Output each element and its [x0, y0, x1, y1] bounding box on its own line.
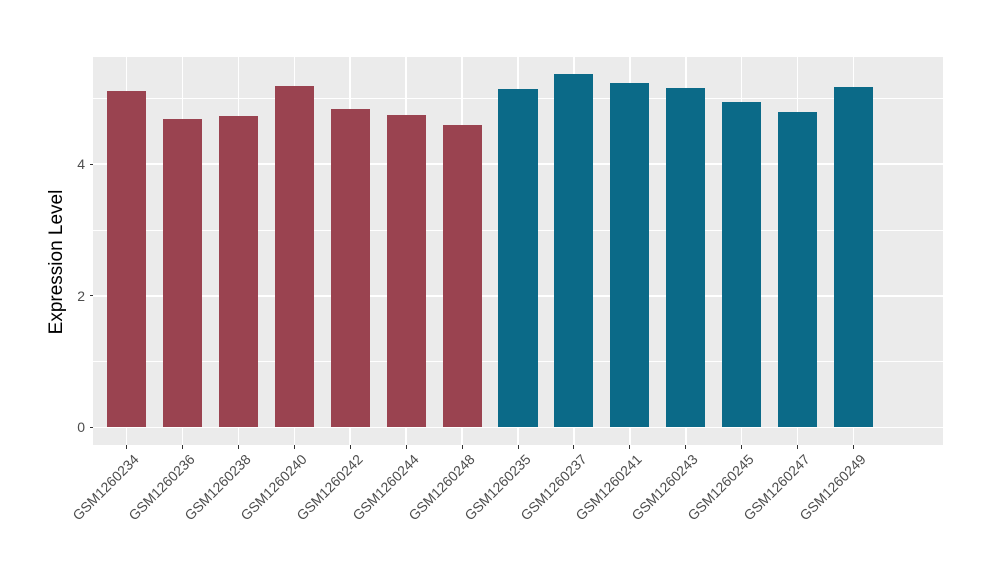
y-tick-label-0: 0	[77, 419, 85, 436]
plot-panel	[93, 57, 943, 445]
x-tick-mark-gsm1260238	[237, 445, 239, 449]
x-tick-mark-gsm1260241	[629, 445, 631, 449]
bar-gsm1260242	[330, 108, 370, 428]
bar-gsm1260241	[610, 82, 650, 428]
bar-gsm1260238	[218, 116, 258, 428]
bar-gsm1260248	[442, 125, 482, 428]
bar-gsm1260236	[162, 119, 203, 428]
y-tick-label-2: 2	[77, 287, 85, 304]
x-tick-mark-gsm1260234	[126, 445, 128, 449]
bar-gsm1260247	[778, 111, 818, 428]
x-tick-mark-gsm1260242	[349, 445, 351, 449]
bar-gsm1260240	[274, 85, 314, 428]
x-tick-mark-gsm1260244	[405, 445, 407, 449]
y-axis-title: Expression Level	[46, 189, 67, 335]
y-tick-mark-0	[90, 426, 93, 428]
bar-gsm1260245	[722, 101, 762, 428]
x-tick-mark-gsm1260237	[573, 445, 575, 449]
y-tick-mark-4	[90, 163, 93, 165]
y-tick-mark-2	[90, 295, 93, 297]
x-tick-mark-gsm1260245	[741, 445, 743, 449]
x-tick-mark-gsm1260248	[461, 445, 463, 449]
x-tick-mark-gsm1260235	[517, 445, 519, 449]
bar-gsm1260249	[833, 86, 874, 428]
bar-gsm1260237	[554, 74, 594, 428]
x-tick-mark-gsm1260236	[181, 445, 183, 449]
x-tick-mark-gsm1260243	[685, 445, 687, 449]
y-tick-label-4: 4	[77, 156, 85, 173]
bar-gsm1260234	[106, 91, 147, 428]
bar-gsm1260235	[498, 89, 538, 428]
x-tick-mark-gsm1260249	[853, 445, 855, 449]
x-tick-mark-gsm1260247	[797, 445, 799, 449]
x-tick-mark-gsm1260240	[293, 445, 295, 449]
bar-gsm1260243	[666, 87, 706, 428]
bar-gsm1260244	[386, 114, 426, 428]
